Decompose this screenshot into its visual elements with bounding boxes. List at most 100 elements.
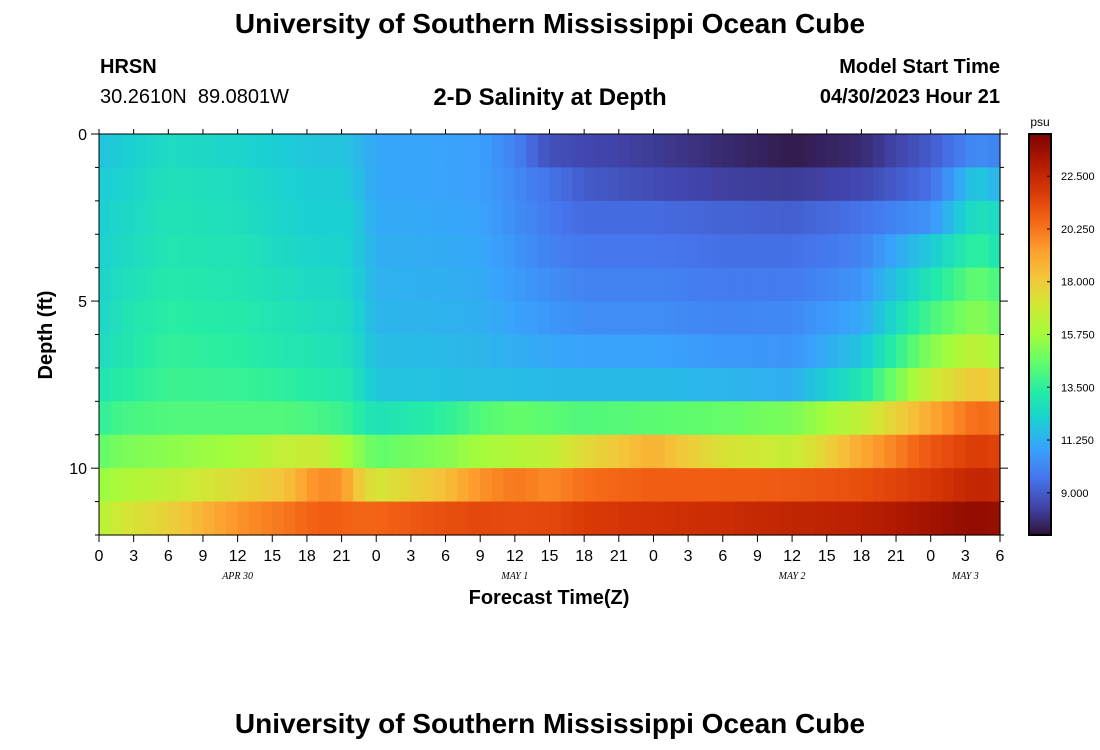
heatmap-cell xyxy=(445,367,458,402)
heatmap-cell xyxy=(688,301,701,336)
heatmap-cell xyxy=(815,468,828,503)
heatmap-cell xyxy=(364,234,377,269)
heatmap-cell xyxy=(110,434,123,469)
heatmap-cell xyxy=(872,401,886,436)
heatmap-cell xyxy=(919,401,932,436)
heatmap-cell xyxy=(953,367,966,402)
heatmap-cell xyxy=(537,134,551,169)
heatmap-cell xyxy=(110,401,123,436)
heatmap-cell xyxy=(965,200,978,235)
heatmap-cell xyxy=(399,267,412,302)
x-tick-label: 12 xyxy=(229,548,247,565)
heatmap-cell xyxy=(514,234,527,269)
heatmap-cell xyxy=(595,367,608,402)
heatmap-cell xyxy=(965,167,978,202)
heatmap-cell xyxy=(722,367,735,402)
heatmap-cell xyxy=(480,234,493,269)
heatmap-cell xyxy=(930,334,943,369)
heatmap-cell xyxy=(803,301,816,336)
heatmap-cell xyxy=(503,501,516,536)
heatmap-cell xyxy=(745,200,759,235)
x-tick-label: 9 xyxy=(476,548,485,565)
heatmap-cell xyxy=(145,167,158,202)
heatmap-cell xyxy=(179,367,193,402)
heatmap-cell xyxy=(584,134,597,169)
heatmap-cell xyxy=(780,468,793,503)
heatmap-cell xyxy=(295,234,308,269)
heatmap-cell xyxy=(699,367,712,402)
heatmap-cell xyxy=(214,334,227,369)
heatmap-cell xyxy=(953,200,966,235)
heatmap-cell xyxy=(168,468,181,503)
heatmap-cell xyxy=(364,200,377,235)
heatmap-cell xyxy=(826,401,839,436)
heatmap-cell xyxy=(433,401,447,436)
heatmap-cell xyxy=(618,367,631,402)
heatmap-cell xyxy=(353,401,366,436)
heatmap-cell xyxy=(849,200,862,235)
heatmap-cell xyxy=(942,301,955,336)
heatmap-cell xyxy=(433,234,447,269)
heatmap-cell xyxy=(757,234,770,269)
heatmap-cell xyxy=(630,234,643,269)
heatmap-cell xyxy=(514,167,527,202)
heatmap-cell xyxy=(838,367,851,402)
heatmap-cell xyxy=(618,200,631,235)
heatmap-cell xyxy=(953,134,966,169)
heatmap-cell xyxy=(387,134,400,169)
heatmap-cell xyxy=(930,200,943,235)
heatmap-cell xyxy=(283,501,296,536)
heatmap-cell xyxy=(364,334,377,369)
heatmap-cell xyxy=(110,301,123,336)
heatmap-cell xyxy=(930,401,943,436)
heatmap-cell xyxy=(537,434,551,469)
heatmap-cell xyxy=(503,200,516,235)
heatmap-cell xyxy=(526,167,539,202)
heatmap-cell xyxy=(214,367,227,402)
heatmap-cell xyxy=(179,468,193,503)
heatmap-cell xyxy=(168,267,181,302)
heatmap-cell xyxy=(815,200,828,235)
heatmap-cell xyxy=(237,200,250,235)
heatmap-cell xyxy=(387,434,400,469)
heatmap-cell xyxy=(907,501,920,536)
heatmap-cell xyxy=(237,334,250,369)
heatmap-cell xyxy=(676,301,689,336)
heatmap-cell xyxy=(653,267,666,302)
heatmap-cell xyxy=(145,501,158,536)
heatmap-cell xyxy=(410,468,424,503)
heatmap-cell xyxy=(168,167,181,202)
heatmap-cell xyxy=(457,134,470,169)
heatmap-cell xyxy=(988,434,1001,469)
heatmap-cell xyxy=(641,301,655,336)
heatmap-cell xyxy=(145,434,158,469)
heatmap-cell xyxy=(133,501,146,536)
heatmap-cell xyxy=(641,501,655,536)
heatmap-cell xyxy=(318,468,331,503)
heatmap-cell xyxy=(896,267,909,302)
heatmap-cell xyxy=(861,200,874,235)
heatmap-cell xyxy=(618,468,631,503)
heatmap-cell xyxy=(306,367,320,402)
heatmap-cell xyxy=(272,267,285,302)
heatmap-cell xyxy=(584,234,597,269)
heatmap-cell xyxy=(260,501,273,536)
heatmap-cell xyxy=(191,501,204,536)
heatmap-cell xyxy=(618,334,631,369)
heatmap-cell xyxy=(826,267,839,302)
heatmap-cell xyxy=(711,301,724,336)
heatmap-cell xyxy=(399,401,412,436)
heatmap-cell xyxy=(815,501,828,536)
x-tick-label: 3 xyxy=(961,548,970,565)
heatmap-cell xyxy=(722,167,735,202)
heatmap-cell xyxy=(688,167,701,202)
heatmap-cell xyxy=(953,434,966,469)
heatmap-cell xyxy=(641,367,655,402)
heatmap-cell xyxy=(861,134,874,169)
heatmap-cell xyxy=(514,501,527,536)
heatmap-cell xyxy=(711,401,724,436)
x-tick-label: 3 xyxy=(684,548,693,565)
heatmap-cell xyxy=(595,267,608,302)
heatmap-cell xyxy=(260,401,273,436)
heatmap-cell xyxy=(976,501,990,536)
